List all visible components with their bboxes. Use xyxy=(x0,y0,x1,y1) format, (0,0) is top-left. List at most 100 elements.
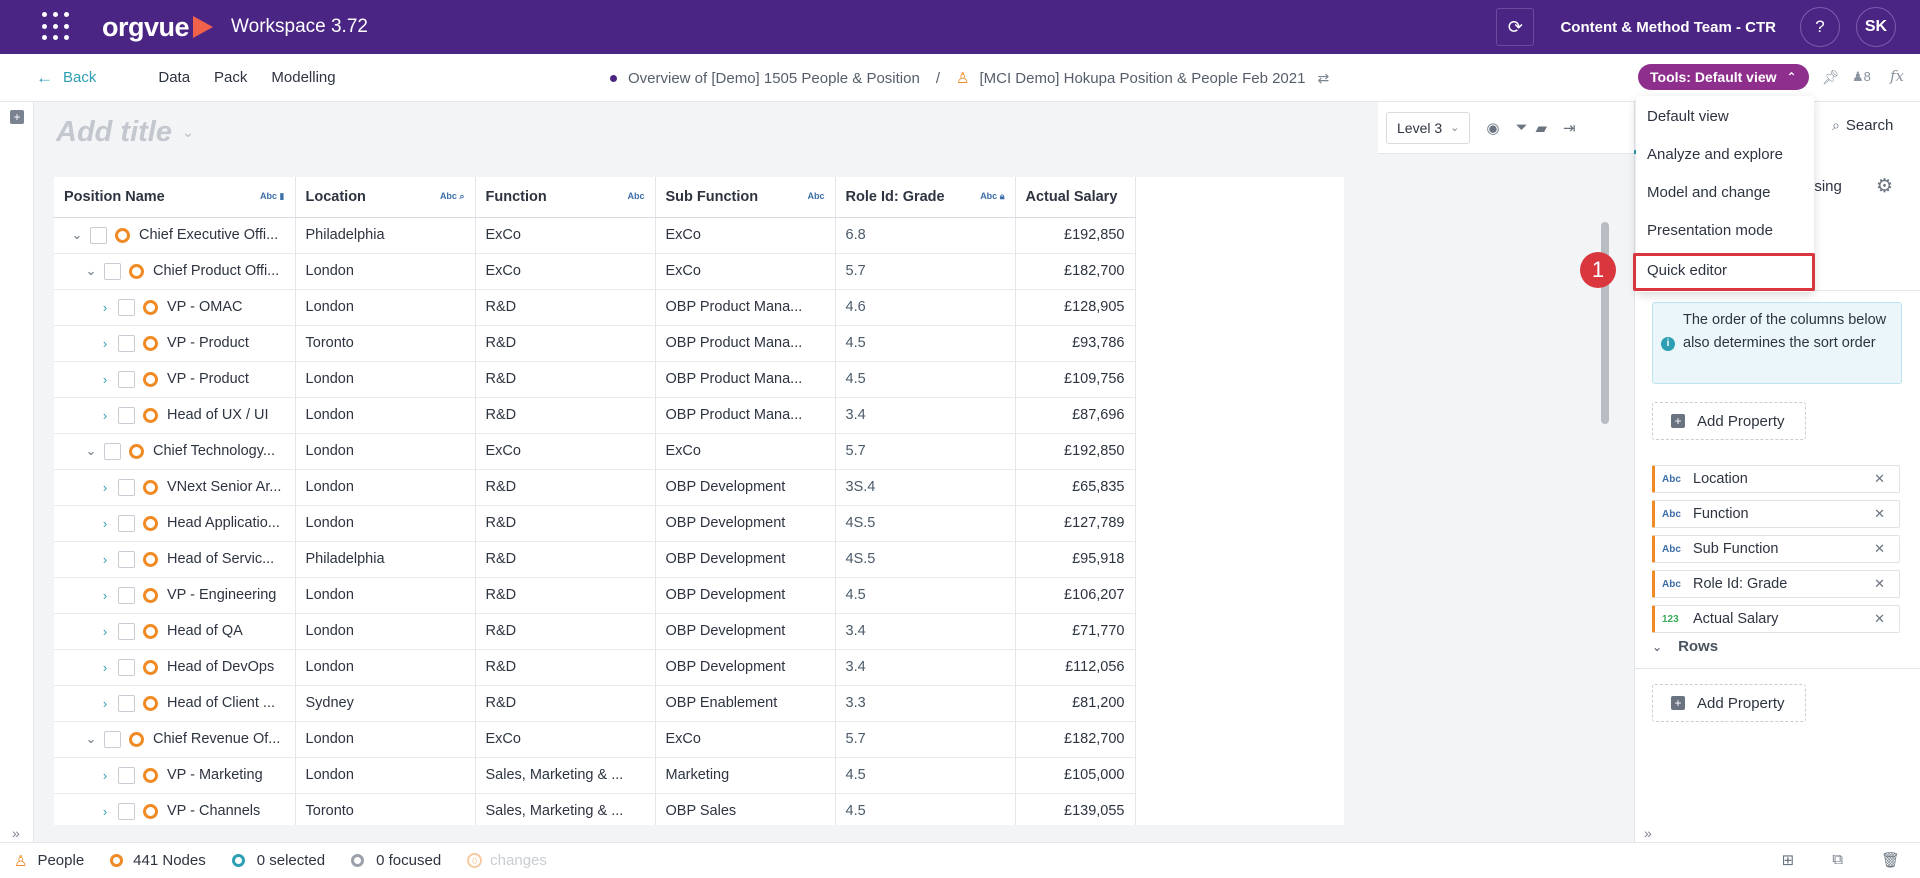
cell-location[interactable]: London xyxy=(295,469,476,506)
table-row[interactable]: › Head of Client ... Sydney R&D OBP Enableme… xyxy=(54,685,1136,722)
table-row[interactable]: › VP - Channels Toronto Sales, Marketing & … xyxy=(54,793,1136,825)
row-checkbox[interactable] xyxy=(118,478,135,496)
row-checkbox[interactable] xyxy=(118,370,135,388)
property-item[interactable]: Abc Location ✕ xyxy=(1652,465,1900,493)
row-checkbox[interactable] xyxy=(118,406,135,424)
cell-role-grade[interactable]: 3.3 xyxy=(835,685,1016,722)
scrollbar-track[interactable] xyxy=(1600,177,1610,825)
cell-position-name[interactable]: › VP - Marketing xyxy=(54,757,296,794)
cell-position-name[interactable]: › Head of QA xyxy=(54,613,296,650)
row-checkbox[interactable] xyxy=(118,658,135,676)
cell-role-grade[interactable]: 4S.5 xyxy=(835,541,1016,578)
cell-sub-function[interactable]: ExCo xyxy=(655,433,836,470)
footer-changes[interactable]: 0 changes xyxy=(467,852,547,869)
cell-function[interactable]: R&D xyxy=(475,289,656,326)
menu-item-quick-editor[interactable]: Quick editor xyxy=(1647,262,1728,279)
row-checkbox[interactable] xyxy=(104,730,121,748)
cell-position-name[interactable]: › Head of Client ... xyxy=(54,685,296,722)
footer-nodes[interactable]: 441 Nodes xyxy=(110,852,206,869)
table-row[interactable]: › VP - Product London R&D OBP Product Mana..… xyxy=(54,361,1136,398)
cell-position-name[interactable]: ⌄ Chief Technology... xyxy=(54,433,296,470)
cell-sub-function[interactable]: OBP Sales xyxy=(655,793,836,825)
cell-function[interactable]: ExCo xyxy=(475,433,656,470)
chevron-right-icon[interactable]: › xyxy=(102,623,108,639)
rows-section-toggle[interactable]: ⌄ Rows xyxy=(1652,638,1719,655)
row-checkbox[interactable] xyxy=(118,550,135,568)
remove-icon[interactable]: ✕ xyxy=(1874,611,1885,626)
table-row[interactable]: ⌄ Chief Product Offi... London ExCo ExCo 5.7 £… xyxy=(54,253,1136,290)
cell-function[interactable]: R&D xyxy=(475,685,656,722)
chevron-right-icon[interactable]: › xyxy=(102,767,108,783)
table-row[interactable]: ⌄ Chief Technology... London ExCo ExCo 5.7 £19… xyxy=(54,433,1136,470)
cell-location[interactable]: London xyxy=(295,721,476,758)
row-checkbox[interactable] xyxy=(118,586,135,604)
table-row[interactable]: › Head of Servic... Philadelphia R&D OBP Dev… xyxy=(54,541,1136,578)
trash-icon[interactable]: 🗑︎ xyxy=(1880,852,1900,869)
chevron-down-icon[interactable]: ⌄ xyxy=(85,731,97,746)
apps-grid-icon[interactable] xyxy=(42,12,72,42)
cell-role-grade[interactable]: 4S.5 xyxy=(835,505,1016,542)
cell-function[interactable]: Sales, Marketing & ... xyxy=(475,793,656,825)
add-node-icon[interactable]: ⊞ xyxy=(1781,852,1795,869)
cell-sub-function[interactable]: ExCo xyxy=(655,217,836,254)
breadcrumb-dataset[interactable]: [MCI Demo] Hokupa Position & People Feb … xyxy=(979,69,1306,87)
cell-actual-salary[interactable]: £81,200 xyxy=(1015,685,1136,722)
cell-role-grade[interactable]: 3.4 xyxy=(835,613,1016,650)
cell-position-name[interactable]: › VP - Channels xyxy=(54,793,296,825)
cell-sub-function[interactable]: OBP Development xyxy=(655,613,836,650)
expand-left-icon[interactable]: » xyxy=(12,825,20,841)
cell-function[interactable]: R&D xyxy=(475,469,656,506)
cell-actual-salary[interactable]: £93,786 xyxy=(1015,325,1136,362)
cell-role-grade[interactable]: 4.5 xyxy=(835,793,1016,825)
row-checkbox[interactable] xyxy=(118,298,135,316)
chevron-right-icon[interactable]: › xyxy=(102,479,108,495)
nav-data[interactable]: Data xyxy=(158,69,191,86)
cell-role-grade[interactable]: 4.5 xyxy=(835,577,1016,614)
chevron-right-icon[interactable]: › xyxy=(102,299,108,315)
column-header-sub-function[interactable]: Sub Function Abc xyxy=(655,177,836,218)
cell-role-grade[interactable]: 3S.4 xyxy=(835,469,1016,506)
duplicate-icon[interactable]: ⧉ xyxy=(1832,851,1843,868)
cell-function[interactable]: R&D xyxy=(475,613,656,650)
cell-location[interactable]: London xyxy=(295,397,476,434)
export-icon[interactable]: ⇥ xyxy=(1563,119,1576,137)
sync-button[interactable]: ⟳ xyxy=(1496,8,1535,46)
cell-sub-function[interactable]: OBP Product Mana... xyxy=(655,289,836,326)
cell-function[interactable]: Sales, Marketing & ... xyxy=(475,757,656,794)
cell-sub-function[interactable]: OBP Development xyxy=(655,577,836,614)
chevron-down-icon[interactable]: ⌄ xyxy=(85,263,97,278)
cell-location[interactable]: Toronto xyxy=(295,325,476,362)
cell-position-name[interactable]: › Head of DevOps xyxy=(54,649,296,686)
table-row[interactable]: › Head of DevOps London R&D OBP Development 3… xyxy=(54,649,1136,686)
cell-location[interactable]: Philadelphia xyxy=(295,217,476,254)
table-row[interactable]: › Head of QA London R&D OBP Development 3.4 £7… xyxy=(54,613,1136,650)
cell-function[interactable]: R&D xyxy=(475,397,656,434)
cell-actual-salary[interactable]: £182,700 xyxy=(1015,253,1136,290)
cell-function[interactable]: R&D xyxy=(475,541,656,578)
orgvue-logo[interactable]: orgvue xyxy=(102,12,214,43)
cell-actual-salary[interactable]: £106,207 xyxy=(1015,577,1136,614)
chevron-right-icon[interactable]: › xyxy=(102,551,108,567)
cell-function[interactable]: ExCo xyxy=(475,217,656,254)
cell-actual-salary[interactable]: £139,055 xyxy=(1015,793,1136,825)
cell-location[interactable]: London xyxy=(295,613,476,650)
expand-right-icon[interactable]: » xyxy=(1644,825,1652,841)
menu-item-default-view[interactable]: Default view xyxy=(1647,108,1729,125)
cell-position-name[interactable]: › Head of Servic... xyxy=(54,541,296,578)
cell-actual-salary[interactable]: £127,789 xyxy=(1015,505,1136,542)
chevron-right-icon[interactable]: › xyxy=(102,587,108,603)
table-row[interactable]: › Head of UX / UI London R&D OBP Product Man… xyxy=(54,397,1136,434)
row-checkbox[interactable] xyxy=(118,766,135,784)
users-count[interactable]: ♟8 xyxy=(1852,69,1871,84)
cell-actual-salary[interactable]: £192,850 xyxy=(1015,217,1136,254)
back-link[interactable]: ← Back xyxy=(36,67,97,87)
cell-actual-salary[interactable]: £105,000 xyxy=(1015,757,1136,794)
cell-position-name[interactable]: › VP - Product xyxy=(54,325,296,362)
pin-icon[interactable]: 📌︎ xyxy=(1822,69,1840,85)
row-checkbox[interactable] xyxy=(118,694,135,712)
cell-function[interactable]: R&D xyxy=(475,505,656,542)
column-header-location[interactable]: Location Abc ⌕ xyxy=(295,177,476,218)
table-row[interactable]: ⌄ Chief Revenue Of... London ExCo ExCo 5.7 £18… xyxy=(54,721,1136,758)
filter-icon[interactable]: ⏷ xyxy=(1515,119,1528,136)
cell-sub-function[interactable]: Marketing xyxy=(655,757,836,794)
